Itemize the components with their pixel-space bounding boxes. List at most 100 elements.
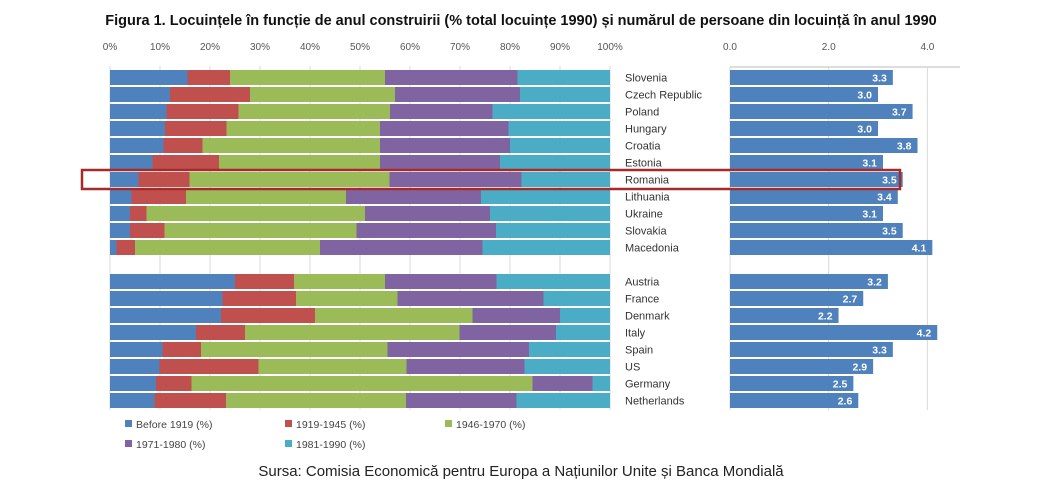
bar-segment-estonia-2: [219, 155, 380, 170]
bar-segment-denmark-4: [560, 308, 610, 323]
bar-segment-lithuania-1: [131, 189, 186, 204]
legend-swatch: [445, 420, 452, 427]
bar-segment-germany-4: [592, 376, 610, 391]
bar-segment-estonia-1: [152, 155, 219, 170]
data-label: 2.9: [852, 362, 867, 374]
data-label: 3.7: [892, 107, 907, 119]
legend-label: 1946-1970 (%): [456, 419, 525, 431]
bar-segment-poland-0: [110, 104, 167, 119]
bar-segment-france-0: [110, 291, 223, 306]
bar-denmark: [730, 308, 839, 323]
bar-segment-spain-4: [529, 342, 610, 357]
bar-segment-slovenia-3: [385, 70, 518, 85]
data-label: 3.4: [877, 192, 892, 204]
bar-segment-poland-2: [238, 104, 390, 119]
bar-segment-estonia-3: [380, 155, 500, 170]
bar-segment-spain-0: [110, 342, 163, 357]
bar-segment-estonia-0: [110, 155, 153, 170]
highlight-box: [80, 168, 902, 191]
bar-segment-spain-1: [162, 342, 201, 357]
bar-segment-denmark-2: [315, 308, 473, 323]
bar-segment-netherlands-2: [226, 393, 406, 408]
bar-segment-us-2: [258, 359, 407, 374]
data-label: 2.7: [843, 294, 858, 306]
bar-ukraine: [730, 206, 883, 221]
bar-segment-czech-republic-2: [250, 87, 395, 102]
bar-segment-france-4: [543, 291, 610, 306]
legend-swatch: [125, 440, 132, 447]
legend-label: Before 1919 (%): [136, 419, 212, 431]
bar-segment-germany-1: [156, 376, 192, 391]
bar-segment-macedonia-3: [320, 240, 483, 255]
category-label: Croatia: [625, 141, 661, 153]
bar-segment-croatia-1: [163, 138, 203, 153]
x-tick-label: 90%: [550, 42, 570, 53]
bar-segment-hungary-2: [226, 121, 380, 136]
bar-segment-italy-3: [459, 325, 556, 340]
bar-segment-ukraine-4: [490, 206, 610, 221]
bar-segment-czech-republic-3: [395, 87, 520, 102]
bar-segment-netherlands-3: [406, 393, 517, 408]
category-label: Germany: [625, 379, 671, 391]
x-tick-label: 100%: [597, 42, 623, 53]
bar-segment-slovakia-0: [110, 223, 130, 238]
x-tick-label: 4.0: [920, 42, 934, 53]
bar-segment-macedonia-0: [110, 240, 117, 255]
bar-segment-poland-3: [390, 104, 493, 119]
x-tick-label: 2.0: [822, 42, 836, 53]
bar-france: [730, 291, 864, 306]
bar-poland: [730, 104, 913, 119]
bar-segment-germany-3: [532, 376, 593, 391]
bar-segment-slovenia-2: [230, 70, 385, 85]
category-label: Slovenia: [625, 73, 668, 85]
bar-segment-italy-0: [110, 325, 196, 340]
data-label: 3.0: [857, 90, 872, 102]
bar-segment-romania-3: [389, 172, 522, 187]
bar-segment-hungary-3: [380, 121, 509, 136]
bar-czech-republic: [730, 87, 879, 102]
bar-segment-france-3: [397, 291, 544, 306]
legend-swatch: [125, 420, 132, 427]
category-label: Poland: [625, 107, 659, 119]
bar-spain: [730, 342, 893, 357]
category-label: Spain: [625, 345, 653, 357]
bar-germany: [730, 376, 854, 391]
category-label: Italy: [625, 328, 646, 340]
bar-segment-slovenia-4: [517, 70, 610, 85]
bar-segment-italy-1: [196, 325, 245, 340]
bar-segment-italy-2: [245, 325, 460, 340]
bar-segment-ukraine-1: [130, 206, 147, 221]
bar-segment-slovakia-1: [130, 223, 165, 238]
bar-segment-slovakia-4: [496, 223, 610, 238]
bar-segment-denmark-0: [110, 308, 221, 323]
category-label: US: [625, 362, 640, 374]
data-label: 3.3: [872, 345, 887, 357]
bar-segment-austria-2: [294, 274, 385, 289]
bar-segment-czech-republic-0: [110, 87, 170, 102]
legend-label: 1971-1980 (%): [136, 439, 205, 451]
bar-segment-denmark-1: [221, 308, 315, 323]
bar-croatia: [730, 138, 918, 153]
bar-segment-netherlands-1: [154, 393, 226, 408]
bar-segment-ukraine-3: [365, 206, 490, 221]
bar-macedonia: [730, 240, 933, 255]
data-label: 4.2: [917, 328, 932, 340]
bar-italy: [730, 325, 938, 340]
x-tick-label: 0%: [103, 42, 118, 53]
bar-segment-spain-3: [387, 342, 529, 357]
bar-segment-spain-2: [201, 342, 388, 357]
bar-us: [730, 359, 874, 374]
x-tick-label: 80%: [500, 42, 520, 53]
data-label: 3.8: [897, 141, 912, 153]
category-label: Estonia: [625, 158, 663, 170]
category-label: Hungary: [625, 124, 667, 136]
bar-slovakia: [730, 223, 903, 238]
figure-title: Figura 1. Locuințele în funcție de anul …: [105, 13, 937, 29]
bar-segment-romania-1: [138, 172, 190, 187]
bar-estonia: [730, 155, 883, 170]
bar-segment-lithuania-2: [186, 189, 346, 204]
category-label: Netherlands: [625, 396, 685, 408]
bar-segment-austria-4: [496, 274, 610, 289]
bar-segment-us-1: [159, 359, 259, 374]
